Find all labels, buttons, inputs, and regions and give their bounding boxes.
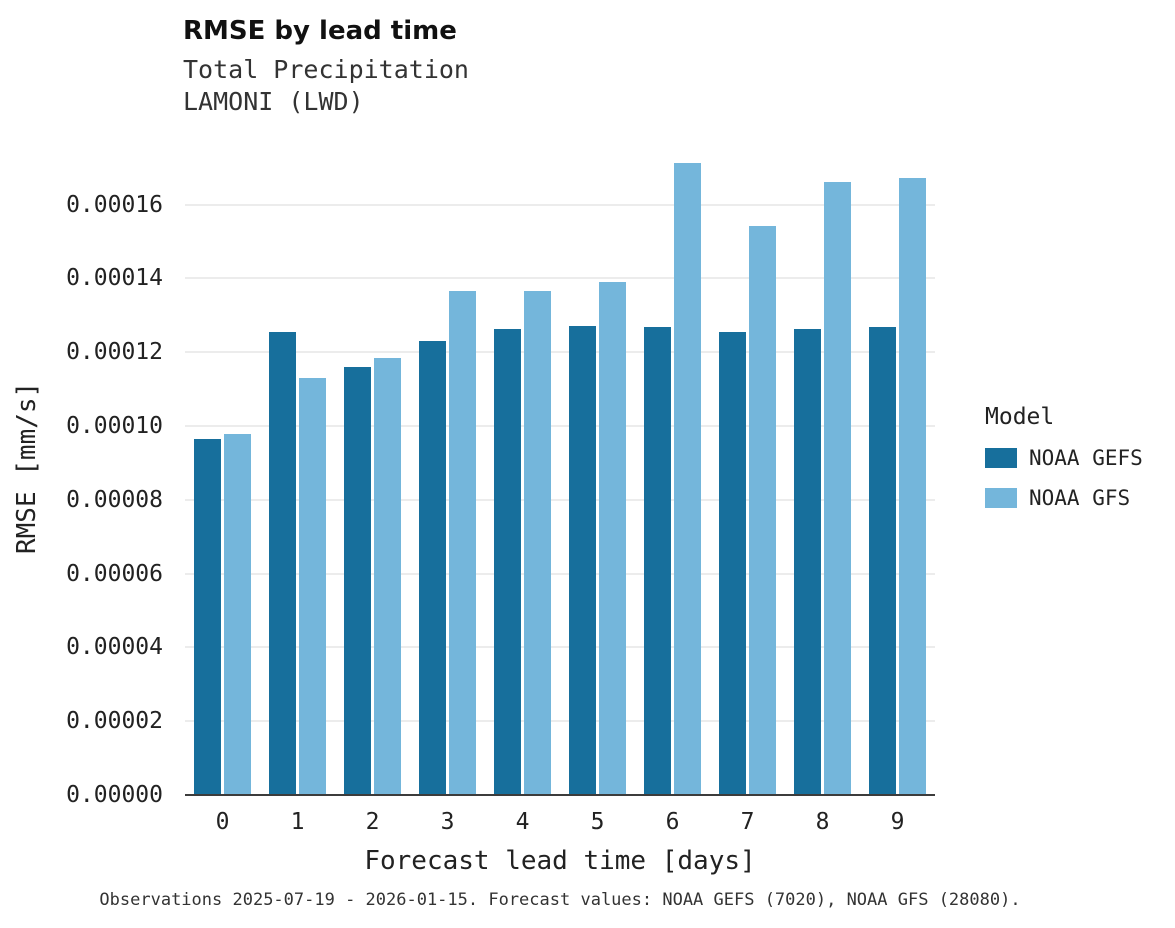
chart-caption: Observations 2025-07-19 - 2026-01-15. Fo… xyxy=(99,890,1021,910)
y-tick-label: 0.00000 xyxy=(66,782,163,808)
bar-group-3 xyxy=(410,140,485,795)
gridline xyxy=(185,351,935,353)
y-tick-label: 0.00010 xyxy=(66,413,163,439)
bar-group-0 xyxy=(185,140,260,795)
gridline xyxy=(185,277,935,279)
bar-group-4 xyxy=(485,140,560,795)
legend-swatch-noaa-gefs xyxy=(985,448,1017,468)
bar-group-8 xyxy=(785,140,860,795)
gridline xyxy=(185,425,935,427)
legend-title: Model xyxy=(985,404,1055,430)
x-tick-label: 5 xyxy=(590,809,605,835)
y-tick-labels: 0.00000 0.00002 0.00004 0.00006 0.00008 0.000… xyxy=(33,140,163,808)
x-axis-title: Forecast lead time [days] xyxy=(364,846,756,876)
x-tick-label: 1 xyxy=(290,809,305,835)
legend-label: NOAA GEFS xyxy=(1029,446,1143,470)
bar-noaa-gfs-lead-5 xyxy=(599,281,626,795)
bar-group-2 xyxy=(335,140,410,795)
legend-label: NOAA GFS xyxy=(1029,486,1131,510)
plot-area: 0.00000 0.00002 0.00004 0.00006 0.00008 0.000… xyxy=(66,140,935,835)
gridline xyxy=(185,573,935,575)
bar-noaa-gfs-lead-9 xyxy=(899,177,926,795)
x-tick-label: 6 xyxy=(665,809,680,835)
gridline xyxy=(185,499,935,501)
y-tick-label: 0.00016 xyxy=(66,191,163,218)
bar-group-6 xyxy=(635,140,710,795)
chart-title: RMSE by lead time xyxy=(183,16,457,46)
bar-noaa-gfs-lead-2 xyxy=(374,358,401,795)
bar-noaa-gefs-lead-8 xyxy=(794,328,821,795)
bar-noaa-gefs-lead-1 xyxy=(269,331,296,795)
x-tick-labels: 0 1 2 3 4 5 6 7 8 9 xyxy=(185,809,935,835)
bar-noaa-gefs-lead-4 xyxy=(494,328,521,795)
chart-subtitle-variable: Total Precipitation xyxy=(183,55,469,84)
bar-group-9 xyxy=(860,140,935,795)
chart-header: RMSE by lead time Total Precipitation LA… xyxy=(183,16,469,117)
bar-group-5 xyxy=(560,140,635,795)
bar-group-7 xyxy=(710,140,785,795)
legend-entry-noaa-gefs: NOAA GEFS xyxy=(985,446,1143,470)
bar-noaa-gfs-lead-8 xyxy=(824,182,851,795)
legend-swatch-noaa-gfs xyxy=(985,488,1017,508)
y-tick-label: 0.00004 xyxy=(66,634,163,661)
bar-noaa-gefs-lead-0 xyxy=(194,438,221,795)
x-axis-line xyxy=(185,794,935,796)
chart-subtitle-station: LAMONI (LWD) xyxy=(183,86,364,116)
bar-noaa-gfs-lead-3 xyxy=(449,290,476,795)
y-tick-label: 0.00006 xyxy=(66,560,163,587)
y-tick-label: 0.00008 xyxy=(66,486,163,513)
x-tick-label: 0 xyxy=(215,809,230,835)
bar-noaa-gefs-lead-5 xyxy=(569,325,596,795)
bar-noaa-gfs-lead-7 xyxy=(749,225,776,795)
bar-noaa-gfs-lead-4 xyxy=(524,290,551,795)
legend-entries: NOAA GEFS NOAA GFS xyxy=(985,446,1143,510)
x-tick-label: 7 xyxy=(740,809,755,835)
y-tick-label: 0.00002 xyxy=(66,708,163,735)
bar-noaa-gfs-lead-0 xyxy=(224,434,251,795)
gridline xyxy=(185,720,935,722)
x-tick-label: 4 xyxy=(515,809,530,835)
bar-group-1 xyxy=(260,140,335,795)
legend: Model NOAA GEFS NOAA GFS xyxy=(985,404,1143,526)
bar-noaa-gefs-lead-2 xyxy=(344,366,371,795)
bar-noaa-gfs-lead-6 xyxy=(674,162,701,795)
gridline xyxy=(185,646,935,648)
x-tick-label: 2 xyxy=(365,809,380,835)
bar-noaa-gefs-lead-7 xyxy=(719,331,746,795)
bar-groups xyxy=(185,140,935,795)
gridline xyxy=(185,204,935,206)
x-tick-label: 3 xyxy=(440,809,455,835)
x-tick-label: 8 xyxy=(815,809,830,835)
y-tick-label: 0.00014 xyxy=(66,265,163,292)
legend-entry-noaa-gfs: NOAA GFS xyxy=(985,486,1143,510)
bar-noaa-gefs-lead-9 xyxy=(869,327,896,795)
bar-noaa-gefs-lead-3 xyxy=(419,340,446,795)
bar-noaa-gefs-lead-6 xyxy=(644,326,671,795)
x-tick-label: 9 xyxy=(890,809,905,835)
y-tick-label: 0.00012 xyxy=(66,339,163,366)
bar-noaa-gfs-lead-1 xyxy=(299,377,326,795)
